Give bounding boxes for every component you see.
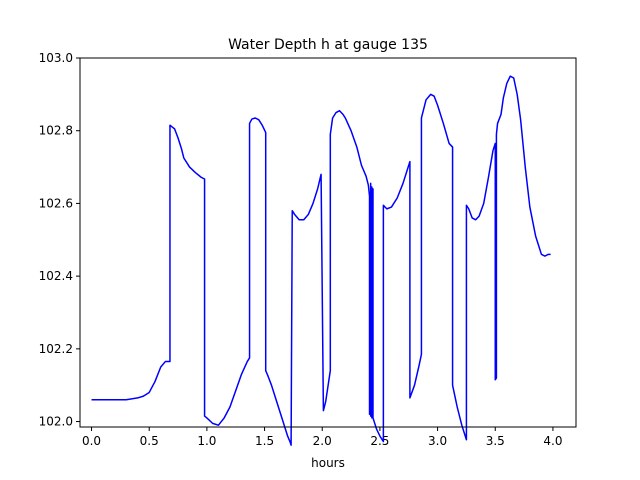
x-tick-label: 4.0 xyxy=(543,434,562,448)
x-tick-label: 0.5 xyxy=(140,434,159,448)
y-tick-label: 102.8 xyxy=(39,124,73,138)
x-tick-label: 2.0 xyxy=(313,434,332,448)
x-tick-label: 1.5 xyxy=(255,434,274,448)
y-tick-label: 103.0 xyxy=(39,51,73,65)
y-tick-label: 102.4 xyxy=(39,269,73,283)
x-tick-label: 3.5 xyxy=(486,434,505,448)
y-tick-label: 102.6 xyxy=(39,196,73,210)
y-axis: 102.0 102.2 102.4 102.6 102.8 103.0 xyxy=(39,51,80,429)
x-tick-label: 2.5 xyxy=(370,434,389,448)
series-line xyxy=(91,75,551,446)
chart-title: Water Depth h at gauge 135 xyxy=(228,37,428,53)
x-axis-label: hours xyxy=(311,456,345,470)
plot-frame xyxy=(79,57,577,428)
x-tick-label: 1.0 xyxy=(197,434,216,448)
y-tick-label: 102.2 xyxy=(39,342,73,356)
x-tick-label: 0.0 xyxy=(82,434,101,448)
x-axis: 0.0 0.5 1.0 1.5 2.0 2.5 3.0 3.5 4.0 xyxy=(82,427,562,448)
y-tick-label: 102.0 xyxy=(39,415,73,429)
x-tick-label: 3.0 xyxy=(428,434,447,448)
